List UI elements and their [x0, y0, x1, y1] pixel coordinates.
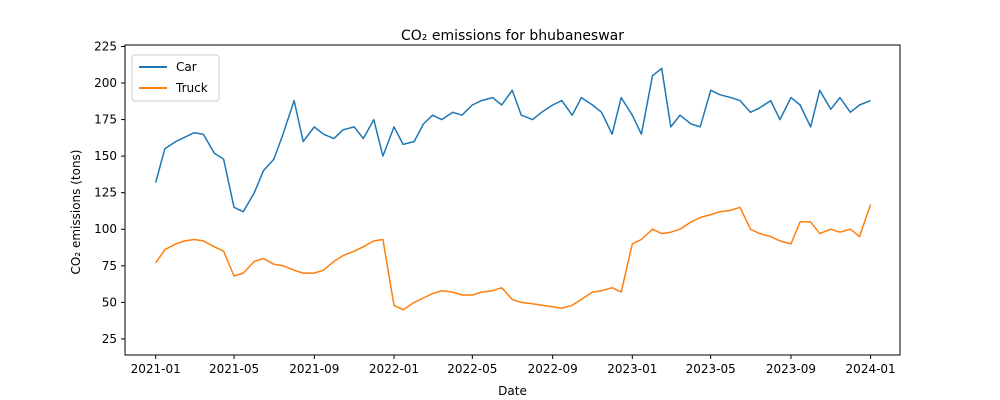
- x-tick-label: 2023-05: [686, 362, 736, 376]
- y-tick-label: 175: [94, 113, 117, 127]
- x-axis-label: Date: [498, 384, 527, 398]
- x-tick-label: 2023-09: [766, 362, 816, 376]
- x-tick-label: 2022-09: [528, 362, 578, 376]
- y-tick-label: 125: [94, 186, 117, 200]
- y-tick-label: 225: [94, 39, 117, 53]
- chart-title: CO₂ emissions for bhubaneswar: [401, 28, 624, 44]
- x-tick-label: 2024-01: [846, 362, 896, 376]
- series-line-car: [154, 67, 871, 213]
- x-tick-label: 2022-01: [369, 362, 419, 376]
- y-tick-label: 75: [102, 259, 117, 273]
- series-line-truck: [155, 204, 872, 311]
- legend-label-truck: Truck: [175, 81, 208, 95]
- x-tick-label: 2021-09: [289, 362, 339, 376]
- x-tick-label: 2022-05: [447, 362, 497, 376]
- y-tick-label: 200: [94, 76, 117, 90]
- x-tick-label: 2021-05: [209, 362, 259, 376]
- y-tick-label: 150: [94, 149, 117, 163]
- axes-frame: [124, 44, 901, 356]
- legend: Car Truck: [131, 54, 220, 102]
- x-tick-label: 2021-01: [131, 362, 181, 376]
- y-tick-label: 25: [102, 332, 117, 346]
- x-tick-label: 2023-01: [607, 362, 657, 376]
- plot-area: 2021-01 2021-05 2021-09 2022-01 2022-05 2022-…: [94, 39, 901, 376]
- legend-label-car: Car: [176, 60, 197, 74]
- y-tick-label: 100: [94, 222, 117, 236]
- y-axis-label: CO₂ emissions (tons): [69, 150, 83, 275]
- y-tick-label: 50: [102, 295, 117, 309]
